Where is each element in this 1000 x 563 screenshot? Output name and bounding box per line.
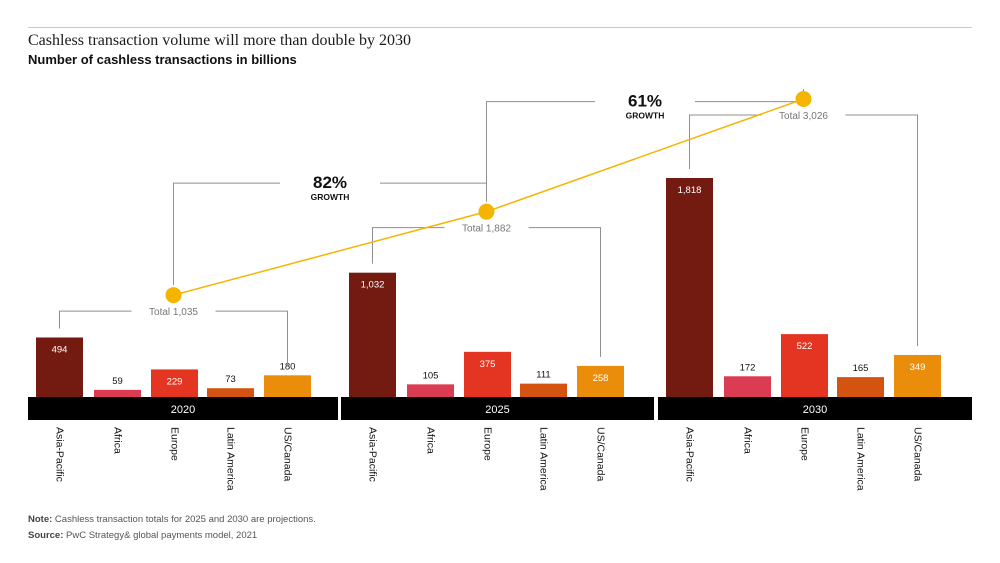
total-label-2030: Total 3,026 <box>779 111 828 122</box>
chart-source: Source: PwC Strategy& global payments mo… <box>28 530 257 541</box>
category-label-2025-1: Africa <box>425 427 437 454</box>
bar-2030-3 <box>837 377 884 397</box>
bar-2030-0 <box>666 178 713 397</box>
bar-2030-1 <box>724 376 771 397</box>
value-label-2030-3: 165 <box>853 363 869 374</box>
total-dot-2020 <box>165 287 182 304</box>
value-label-2025-0: 1,032 <box>361 280 385 291</box>
total-label-2025: Total 1,882 <box>462 224 511 235</box>
value-label-2025-1: 105 <box>423 370 439 381</box>
year-band-2020 <box>28 397 338 420</box>
value-label-2025-2: 375 <box>480 359 496 370</box>
bar-2025-0 <box>349 272 396 397</box>
value-label-2030-4: 349 <box>910 362 926 373</box>
category-label-2025-3: Latin America <box>538 427 550 491</box>
bar-2020-1 <box>94 389 141 397</box>
total-dot-2030 <box>795 91 812 107</box>
note-text: Cashless transaction totals for 2025 and… <box>54 514 316 525</box>
value-label-2030-2: 522 <box>797 341 813 352</box>
bar-2025-4 <box>577 365 624 397</box>
value-label-2020-1: 59 <box>112 376 123 387</box>
bar-2020-0 <box>36 337 83 397</box>
value-label-2020-4: 180 <box>280 361 296 372</box>
year-label-2020: 2020 <box>171 404 195 416</box>
value-label-2030-1: 172 <box>740 362 756 373</box>
note-label: Note: <box>28 514 53 525</box>
bar-2020-4 <box>264 375 311 397</box>
source-text: PwC Strategy& global payments model, 202… <box>66 530 258 541</box>
category-label-2020-0: Asia-Pacific <box>54 427 66 482</box>
category-label-2020-4: US/Canada <box>282 427 294 481</box>
category-label-2030-0: Asia-Pacific <box>684 427 696 482</box>
growth-bracket-right-0 <box>380 182 487 202</box>
category-label-2025-4: US/Canada <box>595 427 607 481</box>
total-bracket-right-2030 <box>845 114 918 346</box>
category-label-2020-1: Africa <box>112 427 124 454</box>
chart-note: Note: Cashless transaction totals for 20… <box>28 514 316 525</box>
category-label-2025-2: Europe <box>482 427 494 461</box>
bar-2025-1 <box>407 384 454 397</box>
growth-bracket-left-1 <box>486 101 595 202</box>
growth-percent-1: 61% <box>628 92 662 111</box>
total-label-2020: Total 1,035 <box>149 307 198 318</box>
chart-subtitle: Number of cashless transactions in billi… <box>28 52 297 67</box>
year-band-2025 <box>341 397 654 420</box>
chart-title: Cashless transaction volume will more th… <box>28 32 412 49</box>
growth-bracket-right-1 <box>695 89 804 103</box>
year-label-2025: 2025 <box>485 404 509 416</box>
value-label-2020-2: 229 <box>167 376 183 387</box>
total-bracket-left-2025 <box>372 227 445 264</box>
top-rule <box>28 27 972 28</box>
bar-2030-4 <box>894 354 941 397</box>
bar-2030-2 <box>781 334 828 397</box>
total-bracket-right-2025 <box>528 227 601 357</box>
bar-2025-3 <box>520 383 567 397</box>
category-label-2020-3: Latin America <box>225 427 237 491</box>
value-label-2030-0: 1,818 <box>678 185 702 196</box>
category-label-2030-1: Africa <box>742 427 754 454</box>
source-label: Source: <box>28 530 64 541</box>
value-label-2020-3: 73 <box>225 374 236 385</box>
bar-2020-2 <box>151 369 198 397</box>
total-bracket-left-2030 <box>689 114 762 169</box>
growth-percent-0: 82% <box>313 173 347 192</box>
total-bracket-left-2020 <box>59 310 132 329</box>
category-label-2030-2: Europe <box>799 427 811 461</box>
year-label-2030: 2030 <box>803 404 827 416</box>
category-label-2030-3: Latin America <box>855 427 867 491</box>
growth-label-0: GROWTH <box>311 192 350 202</box>
growth-bracket-left-0 <box>173 182 280 286</box>
growth-label-1: GROWTH <box>626 111 665 121</box>
value-label-2025-3: 111 <box>536 370 550 381</box>
category-label-2030-4: US/Canada <box>912 427 924 481</box>
value-label-2025-4: 258 <box>593 373 609 384</box>
category-label-2020-2: Europe <box>169 427 181 461</box>
bar-2025-2 <box>464 351 511 397</box>
total-dot-2025 <box>478 203 495 220</box>
year-band-2030 <box>658 397 972 420</box>
value-label-2020-0: 494 <box>52 344 68 355</box>
total-bracket-right-2020 <box>215 310 288 367</box>
category-label-2025-0: Asia-Pacific <box>367 427 379 482</box>
bar-2020-3 <box>207 388 254 397</box>
